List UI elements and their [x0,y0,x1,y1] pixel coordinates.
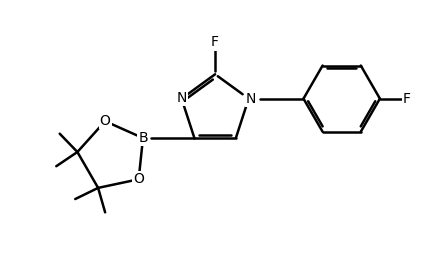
Text: O: O [100,114,110,128]
Text: F: F [403,92,411,106]
Text: F: F [211,36,219,49]
Text: N: N [176,91,187,105]
Text: B: B [138,131,148,145]
Text: O: O [133,172,144,186]
Text: N: N [246,92,256,106]
